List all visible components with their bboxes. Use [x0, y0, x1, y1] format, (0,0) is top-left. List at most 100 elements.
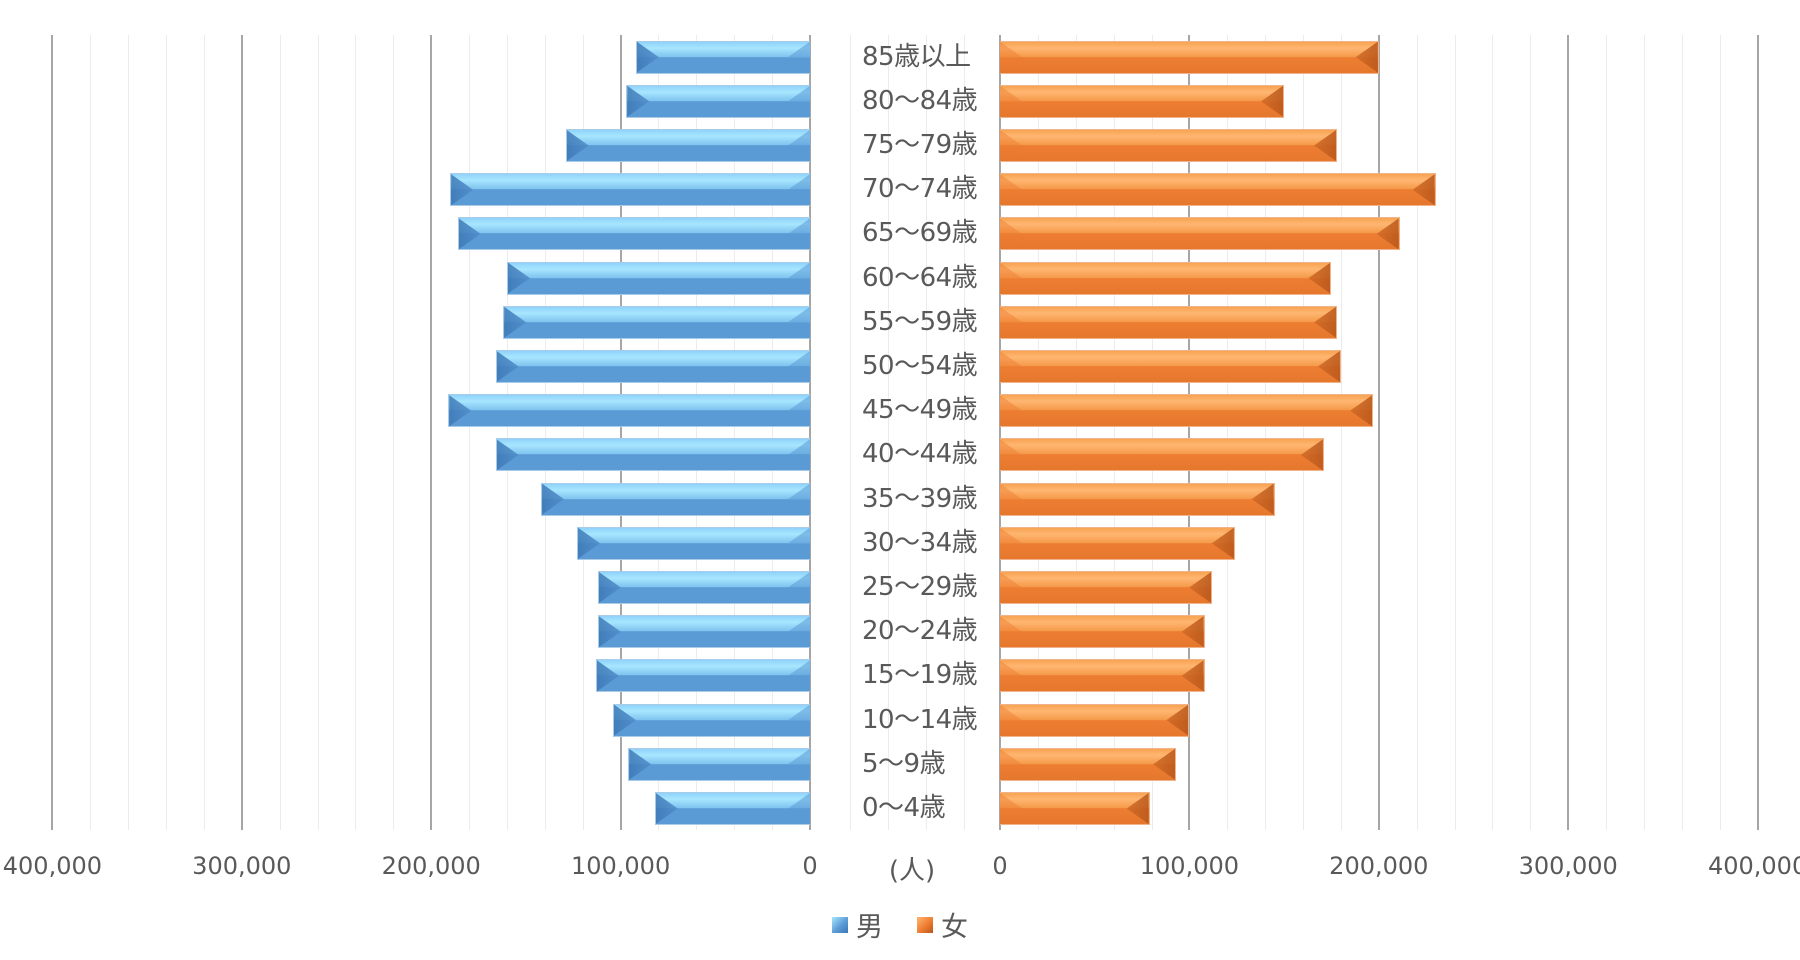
major-gridline: [430, 35, 433, 830]
major-gridline: [619, 35, 622, 830]
minor-gridline: [1643, 35, 1645, 830]
age-group-label: 25〜29歳: [862, 572, 978, 602]
age-group-label: 0〜4歳: [862, 793, 946, 823]
female-bar[interactable]: [1000, 703, 1190, 737]
minor-gridline: [1227, 35, 1229, 830]
female-bar[interactable]: [1000, 571, 1213, 604]
x-tick-label-right: 400,000: [1707, 852, 1800, 880]
male-bar[interactable]: [541, 482, 810, 516]
legend-label-male: 男: [856, 912, 883, 943]
male-bar[interactable]: [635, 40, 810, 74]
male-bar[interactable]: [448, 394, 810, 428]
x-tick-label-left: 300,000: [192, 852, 292, 880]
male-bar[interactable]: [577, 526, 810, 560]
minor-gridline: [1037, 35, 1039, 830]
minor-gridline: [1681, 35, 1683, 830]
age-group-label: 35〜39歳: [862, 483, 978, 514]
major-gridline: [1567, 35, 1570, 830]
age-group-label: 75〜79歳: [862, 130, 978, 160]
minor-gridline: [888, 35, 889, 830]
x-axis-unit-label: (人): [888, 856, 936, 886]
female-bar[interactable]: [1000, 173, 1436, 207]
age-group-label: 45〜49歳: [862, 395, 978, 426]
female-bar[interactable]: [1000, 438, 1324, 472]
minor-gridline: [658, 35, 660, 830]
male-bar[interactable]: [503, 305, 810, 339]
female-bar[interactable]: [1000, 792, 1150, 825]
legend-item-female[interactable]: 女: [917, 905, 968, 944]
male-bar[interactable]: [457, 217, 810, 251]
male-bar[interactable]: [450, 173, 810, 207]
major-gridline: [1188, 35, 1191, 830]
minor-gridline: [506, 35, 508, 830]
age-group-label: 55〜59歳: [862, 306, 978, 337]
age-group-label: 30〜34歳: [862, 527, 978, 558]
female-bar[interactable]: [1000, 394, 1374, 428]
minor-gridline: [1492, 35, 1494, 830]
legend-label-female: 女: [941, 912, 968, 943]
age-group-label: 20〜24歳: [862, 616, 978, 647]
age-group-label: 85歳以上: [862, 41, 971, 72]
major-gridline: [1756, 35, 1759, 830]
female-bar[interactable]: [1000, 261, 1332, 295]
male-bar[interactable]: [654, 792, 810, 825]
male-bar[interactable]: [597, 615, 810, 649]
female-plot-area: [999, 35, 1760, 830]
female-bar[interactable]: [1000, 615, 1205, 649]
minor-gridline: [166, 35, 168, 830]
minor-gridline: [1719, 35, 1721, 830]
minor-gridline: [469, 35, 471, 830]
minor-gridline: [1303, 35, 1305, 830]
female-bar[interactable]: [1000, 526, 1235, 560]
minor-gridline: [90, 35, 92, 830]
male-bar[interactable]: [595, 659, 810, 693]
minor-gridline: [1340, 35, 1342, 830]
x-tick-label-left: 200,000: [381, 852, 481, 880]
male-bar[interactable]: [597, 571, 810, 604]
major-gridline: [1377, 35, 1380, 830]
minor-gridline: [734, 35, 736, 830]
x-tick-label-right: 100,000: [1139, 852, 1240, 880]
female-bar[interactable]: [1000, 40, 1379, 74]
age-group-label: 60〜64歳: [862, 262, 978, 293]
female-bar[interactable]: [1000, 747, 1177, 781]
legend-item-male[interactable]: 男: [832, 905, 883, 944]
male-bar[interactable]: [626, 84, 810, 118]
minor-gridline: [203, 35, 205, 830]
male-bar[interactable]: [628, 747, 810, 781]
minor-gridline: [128, 35, 130, 830]
female-bar[interactable]: [1000, 305, 1338, 339]
female-bar[interactable]: [1000, 129, 1338, 162]
female-bar[interactable]: [1000, 350, 1341, 383]
male-bar[interactable]: [506, 261, 810, 295]
minor-gridline: [544, 35, 546, 830]
female-bar[interactable]: [1000, 217, 1400, 251]
male-swatch-icon: [832, 916, 848, 933]
female-bar[interactable]: [1000, 659, 1205, 693]
x-tick-label-right: 300,000: [1518, 852, 1618, 880]
minor-gridline: [964, 35, 965, 830]
male-bar[interactable]: [495, 350, 810, 383]
minor-gridline: [355, 35, 357, 830]
male-bar[interactable]: [495, 438, 810, 472]
age-group-label: 70〜74歳: [862, 174, 978, 205]
male-bar[interactable]: [565, 129, 810, 162]
minor-gridline: [1454, 35, 1456, 830]
age-group-label: 5〜9歳: [862, 748, 946, 779]
male-bar[interactable]: [613, 703, 810, 737]
age-group-label: 40〜44歳: [862, 439, 978, 470]
male-plot-area: [51, 35, 812, 830]
major-gridline: [999, 35, 1001, 830]
female-bar[interactable]: [1000, 84, 1285, 118]
minor-gridline: [1075, 35, 1077, 830]
major-gridline: [240, 35, 243, 830]
major-gridline: [51, 35, 54, 830]
minor-gridline: [1606, 35, 1608, 830]
female-swatch-icon: [917, 916, 933, 933]
age-group-label: 10〜14歳: [862, 704, 978, 735]
minor-gridline: [696, 35, 698, 830]
age-group-label: 50〜54歳: [862, 351, 978, 381]
age-group-label: 80〜84歳: [862, 85, 978, 116]
minor-gridline: [772, 35, 774, 830]
female-bar[interactable]: [1000, 482, 1275, 516]
